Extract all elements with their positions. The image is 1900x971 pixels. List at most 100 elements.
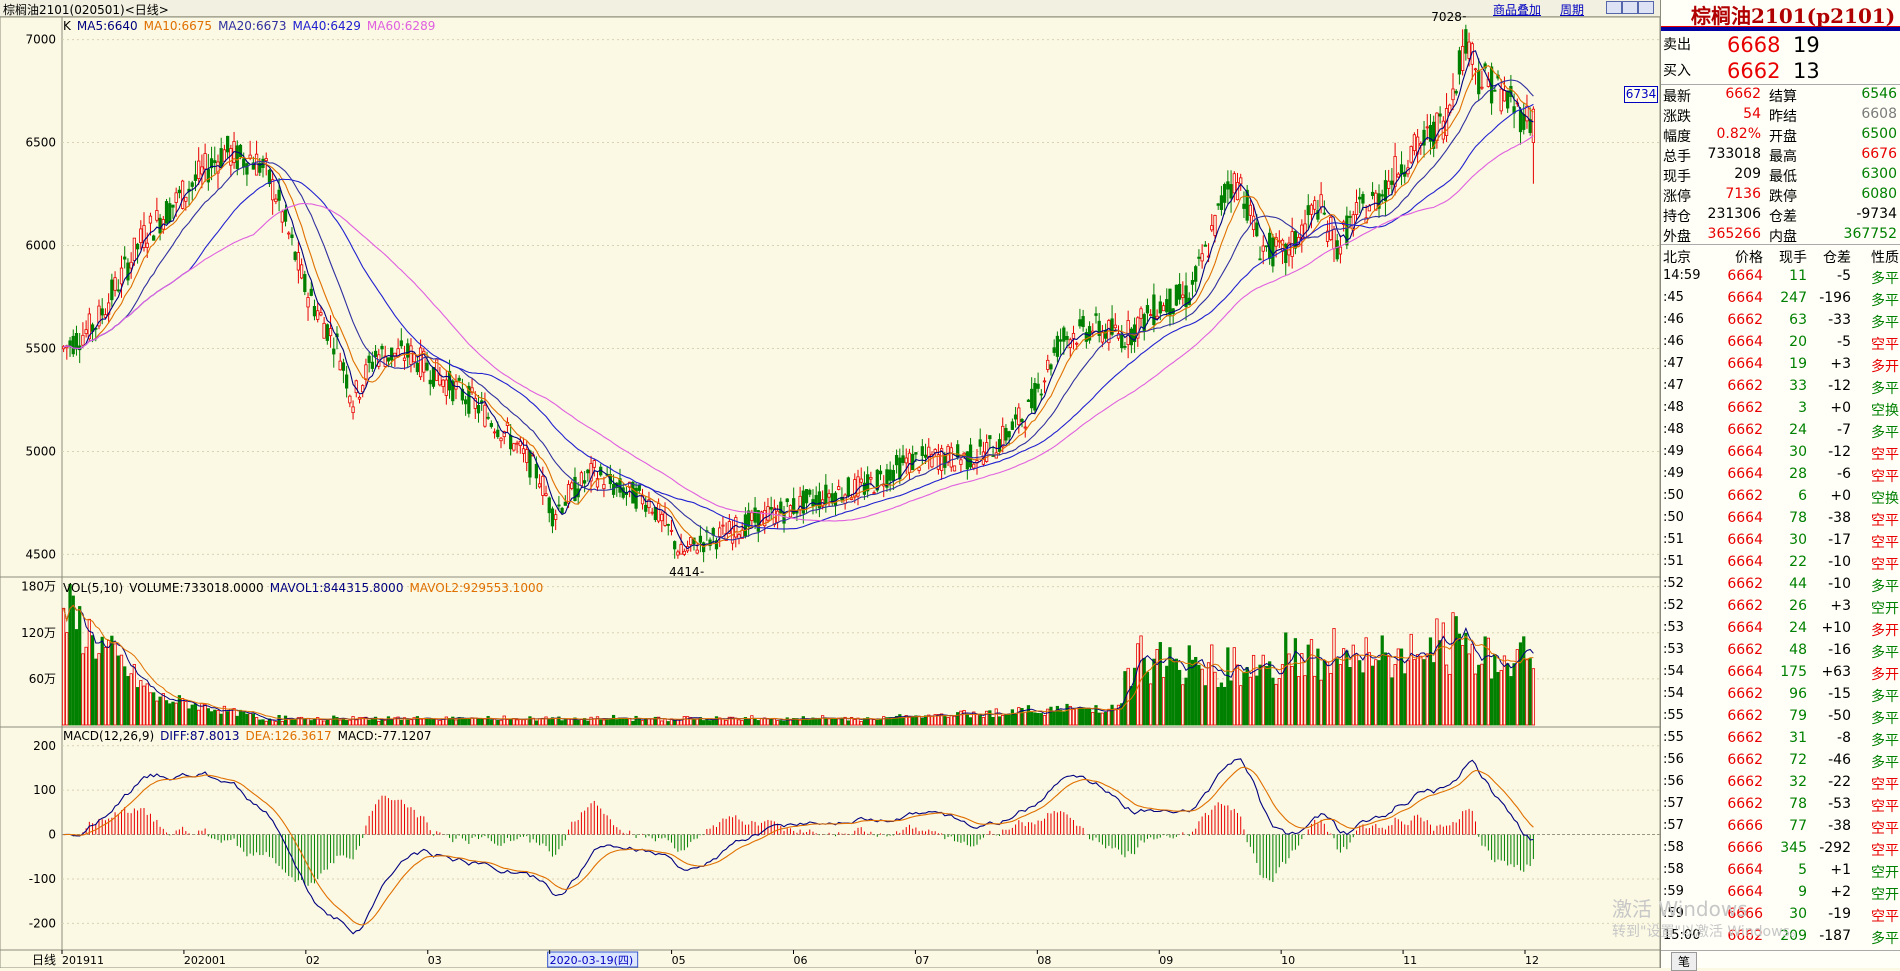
candle-body [168,203,172,223]
volume-bar [1039,713,1043,726]
candle-body [245,163,249,175]
volume-bar [293,719,297,726]
candle-body [792,498,796,514]
volume-bar [747,718,751,726]
volume-bar [1509,676,1513,726]
tick-cell: 15:00 [1663,928,1701,943]
candle-body [1084,332,1088,342]
candle-body [1149,314,1153,316]
macd-legend: MACD(12,26,9) DIFF:87.8013 DEA:126.3617 MAC… [63,729,438,743]
volume-bar [476,718,481,726]
tick-cell: -196 [1819,290,1851,306]
candle-body [1251,215,1256,231]
candle-body [647,499,651,508]
volume-bar [1145,671,1150,726]
candle-body [640,494,645,505]
volume-bar [1296,676,1301,726]
candle-body [521,448,526,454]
tick-cell: -10 [1828,576,1851,592]
tick-cell: 30 [1789,532,1807,548]
buy-price[interactable]: 6662 [1727,59,1781,83]
candle-body [753,507,757,523]
volume-bar [647,718,651,726]
candle-body [785,498,789,503]
candle-body [997,439,1002,452]
price-chart[interactable]: 4500 5000 5500 6000 6500 7000 60万 120万 180万 -200 -… [0,0,1660,968]
volume-bar [827,718,831,726]
candle-body [936,454,941,470]
candle-body [1200,253,1204,262]
x-tick-label: 11 [1403,954,1417,967]
candle-body [200,166,204,175]
tick-cell: 多平 [1871,271,1899,287]
volume-bar [81,653,85,726]
candle-body [84,329,88,335]
candle-body [676,551,680,556]
volume-bar [1155,649,1159,726]
volume-bar [1158,642,1162,726]
volume-bar [547,719,551,726]
zoom-in-icon[interactable] [1606,1,1622,14]
volume-bar [1004,714,1008,726]
candle-body [235,145,239,170]
volume-bar [1184,677,1188,726]
volume-bar [367,719,371,726]
candle-body [1338,246,1343,255]
volume-bar [711,719,715,726]
volume-bar [727,716,731,726]
candle-body [145,242,149,248]
volume-bar [1206,662,1211,726]
volume-bar [1428,637,1433,726]
volume-bar [168,703,172,726]
volume-bar [1525,659,1529,726]
volume-bar [1258,664,1262,726]
tick-cell: 6664 [1727,510,1763,526]
volume-bar [325,719,329,726]
tick-cell: -15 [1828,686,1851,702]
candle-body [190,182,194,187]
candle-body [492,431,497,434]
volume-bar [380,719,384,726]
ma-line-5 [63,50,1534,550]
zoom-out-icon[interactable] [1622,1,1638,14]
tick-tab[interactable]: 笔 [1671,952,1698,971]
volume-bar [866,717,870,726]
candle-body [589,463,593,482]
candle-body [1477,70,1481,95]
tick-cell: 多平 [1871,645,1899,661]
volume-bar [708,720,712,726]
volume-bar [785,717,789,726]
tick-cell: :52 [1663,598,1684,613]
candle-body [203,153,207,170]
candle-body [1058,339,1063,342]
candle-body [1223,184,1227,203]
volume-bar [1271,677,1275,726]
overlay-link[interactable]: 商品叠加 [1493,3,1542,17]
volume-bar [811,717,815,726]
tick-cell: 6664 [1727,356,1763,372]
candle-body [473,397,477,409]
sell-price[interactable]: 6668 [1727,33,1781,57]
tick-cell: 空平 [1871,513,1899,529]
candle-body [534,464,539,479]
volume-bar [90,635,95,726]
volume-bar [1235,664,1240,726]
candle-body [901,455,905,463]
volume-bar [152,692,156,726]
period-link[interactable]: 周期 [1560,3,1585,17]
volume-bar [454,719,458,726]
candle-body [1123,346,1127,348]
volume-bar [142,685,146,726]
candle-body [525,449,529,463]
candle-body [1509,85,1513,97]
volume-bar [1213,671,1217,726]
price-tick-label: 5000 [25,444,56,458]
volume-bar [705,718,709,726]
candle-body [1528,119,1532,134]
volume-bar [1396,648,1400,726]
tick-cell: :56 [1663,774,1684,789]
volume-bar [1322,660,1326,726]
tick-cell: 多平 [1871,381,1899,397]
tick-cell: 多平 [1871,733,1899,749]
layout-toggle-icon[interactable] [1638,1,1654,14]
